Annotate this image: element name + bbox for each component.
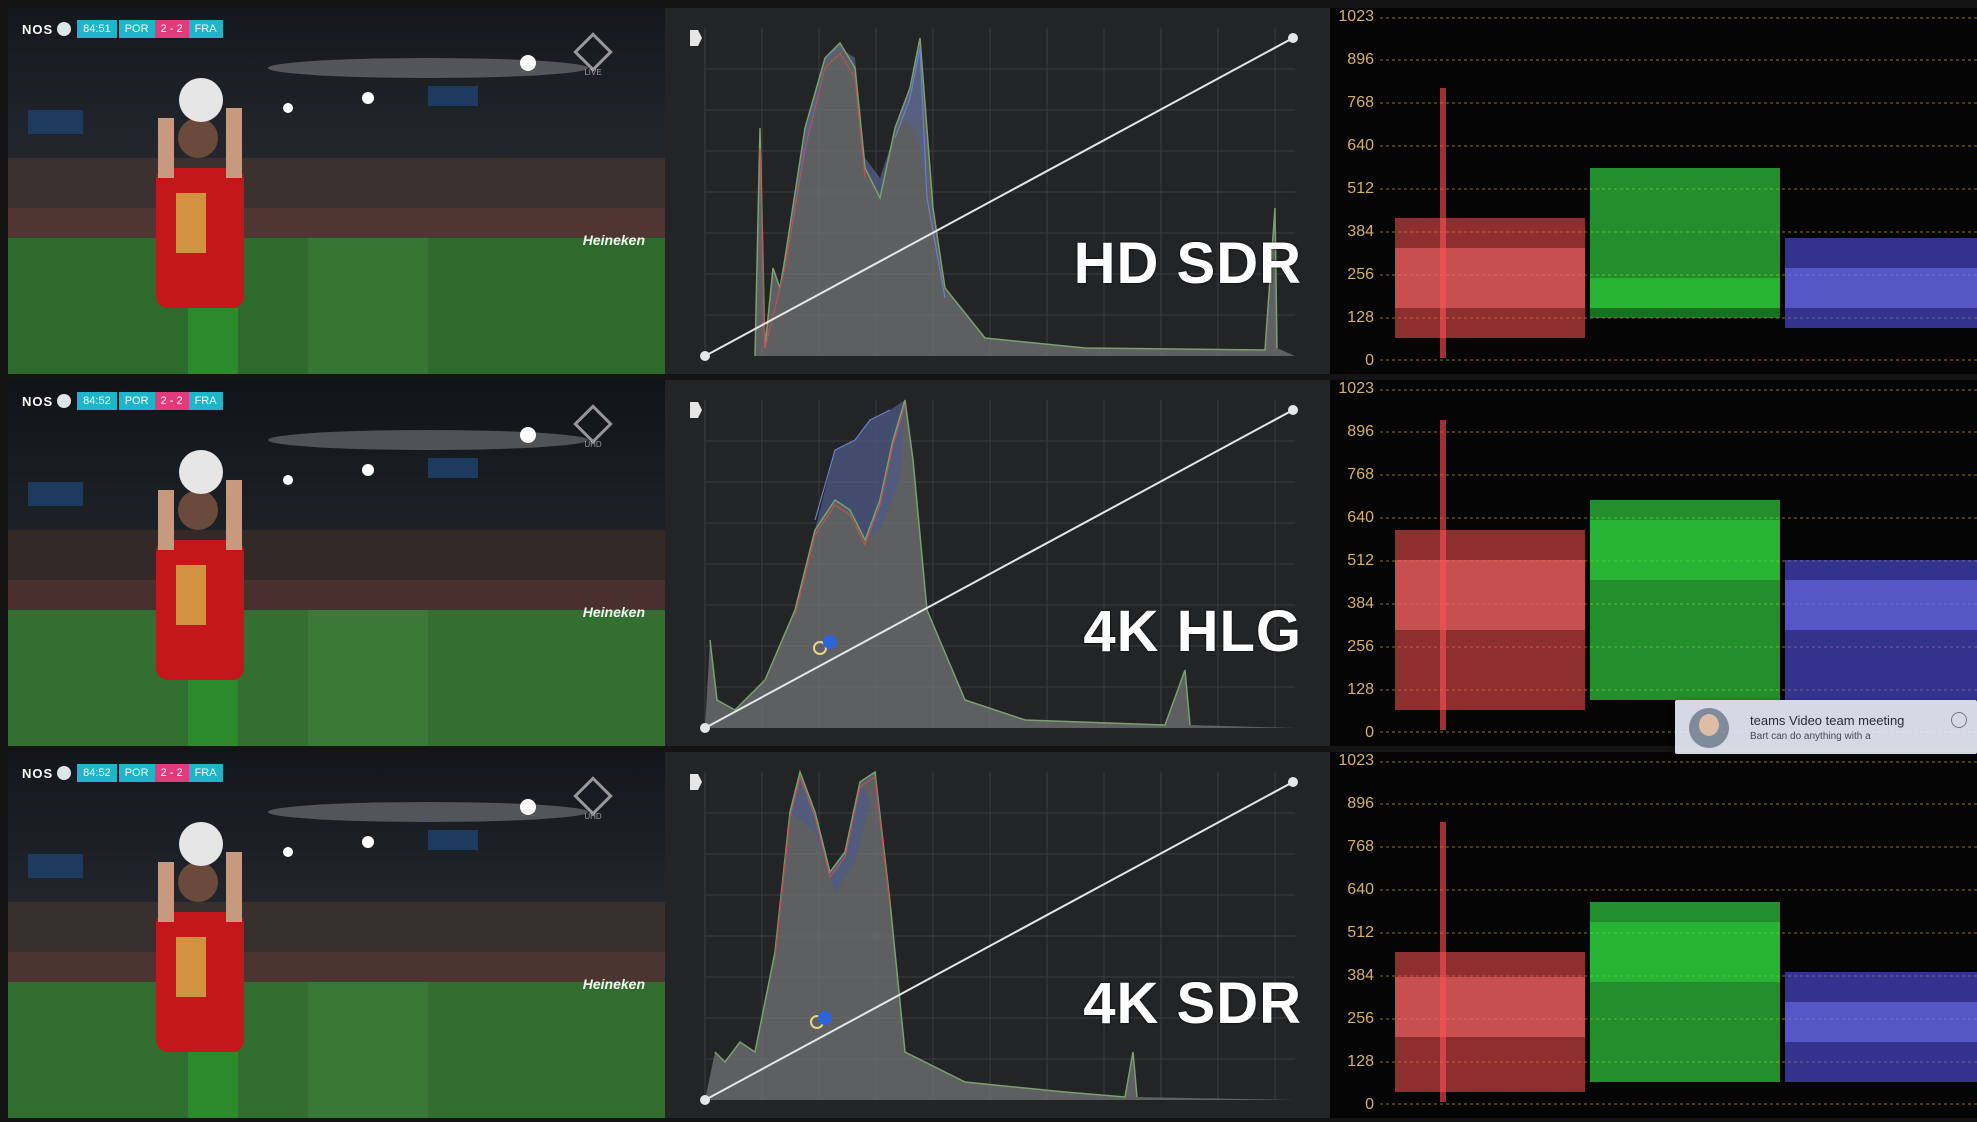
scale-label-0: 0 — [1365, 1096, 1374, 1113]
histogram-chart — [690, 399, 1298, 733]
histogram-curve-panel-4k-sdr: 4K SDR — [665, 752, 1330, 1119]
meeting-notification[interactable]: teams Video team meeting Bart can do any… — [1675, 700, 1977, 754]
video-frame-4k-hlg: NOS 84:52 POR 2 - 2 FRA UHD Heineken — [8, 380, 665, 746]
panel-label: 4K HLG — [1083, 599, 1302, 664]
score: 2 - 2 — [154, 764, 189, 782]
stadium-board-text: Heineken — [582, 232, 645, 248]
rgb-parade-4k-sdr: 1023 896 768 640 512 384 256 128 0 — [1330, 752, 1977, 1118]
rgb-parade-hd-sdr: 1023 896 768 640 512 384 256 128 0 — [1330, 8, 1977, 374]
scorebug: NOS 84:52 POR 2 - 2 FRA — [22, 392, 223, 410]
video-frame-hd-sdr: NOS 84:51 POR 2 - 2 FRA LIVE Heineken — [8, 8, 665, 374]
parade-scope — [1380, 17, 1977, 361]
scale-label-512: 512 — [1347, 180, 1374, 197]
match-clock: 84:52 — [77, 392, 117, 410]
watermark-label: UHD — [584, 812, 602, 821]
scale-label-512: 512 — [1347, 552, 1374, 569]
team-away: FRA — [188, 20, 223, 38]
rgb-parade-4k-hlg: 1023 896 768 640 512 384 256 128 0 — [1330, 380, 1977, 746]
scale-label-640: 640 — [1347, 137, 1374, 154]
chat-icon[interactable] — [1951, 712, 1967, 728]
panel-label: 4K SDR — [1083, 971, 1302, 1036]
channel-logo: NOS — [22, 393, 54, 409]
scale-label-256: 256 — [1347, 638, 1374, 655]
stadium-board-text: Heineken — [582, 976, 645, 992]
notification-body: Bart can do anything with a — [1750, 731, 1871, 742]
channel-logo: NOS — [22, 765, 54, 781]
histogram-curve-panel-4k-hlg: 4K HLG — [665, 380, 1330, 747]
watermark-icon — [573, 32, 613, 72]
team-away: FRA — [188, 392, 223, 410]
scale-label-512: 512 — [1347, 924, 1374, 941]
score: 2 - 2 — [154, 20, 189, 38]
notification-title: teams Video team meeting — [1750, 713, 1905, 728]
team-away: FRA — [188, 764, 223, 782]
tournament-icon — [57, 22, 72, 36]
scale-label-256: 256 — [1347, 266, 1374, 283]
scale-label-640: 640 — [1347, 881, 1374, 898]
histogram-chart — [690, 769, 1298, 1105]
scale-label-768: 768 — [1347, 466, 1374, 483]
panel-label: HD SDR — [1073, 231, 1302, 296]
avatar — [1689, 708, 1729, 748]
watermark-icon — [573, 776, 613, 816]
watermark-icon — [573, 404, 613, 444]
scorebug: NOS 84:52 POR 2 - 2 FRA — [22, 764, 223, 782]
scale-label-640: 640 — [1347, 509, 1374, 526]
histogram-chart — [690, 28, 1298, 361]
scale-label-768: 768 — [1347, 838, 1374, 855]
scale-label-128: 128 — [1347, 681, 1374, 698]
scale-label-384: 384 — [1347, 967, 1374, 984]
channel-watermark: LIVE — [573, 32, 613, 77]
scale-label-896: 896 — [1347, 423, 1374, 440]
match-clock: 84:52 — [77, 764, 117, 782]
channel-logo: NOS — [22, 21, 54, 37]
watermark-label: LIVE — [584, 68, 602, 77]
scale-label-0: 0 — [1365, 352, 1374, 369]
parade-scope — [1380, 389, 1977, 733]
team-home: POR — [118, 20, 155, 38]
score: 2 - 2 — [154, 392, 189, 410]
scale-label-384: 384 — [1347, 223, 1374, 240]
tournament-icon — [57, 394, 72, 408]
stadium-board-text: Heineken — [582, 604, 645, 620]
parade-scope — [1380, 761, 1977, 1105]
scale-label-1023: 1023 — [1338, 752, 1374, 769]
channel-watermark: UHD — [573, 404, 613, 449]
scale-label-0: 0 — [1365, 724, 1374, 741]
scale-label-128: 128 — [1347, 309, 1374, 326]
scale-label-768: 768 — [1347, 94, 1374, 111]
scorebug: NOS 84:51 POR 2 - 2 FRA — [22, 20, 223, 38]
match-clock: 84:51 — [77, 20, 117, 38]
video-image — [8, 380, 665, 746]
histogram-curve-panel-hd-sdr: HD SDR — [665, 8, 1330, 375]
scale-label-256: 256 — [1347, 1010, 1374, 1027]
scale-label-384: 384 — [1347, 595, 1374, 612]
scale-label-896: 896 — [1347, 795, 1374, 812]
scale-label-1023: 1023 — [1338, 8, 1374, 25]
tournament-icon — [57, 766, 72, 780]
video-frame-4k-sdr: NOS 84:52 POR 2 - 2 FRA UHD Heineken — [8, 752, 665, 1118]
team-home: POR — [118, 764, 155, 782]
watermark-label: UHD — [584, 440, 602, 449]
video-image — [8, 752, 665, 1118]
channel-watermark: UHD — [573, 776, 613, 821]
team-home: POR — [118, 392, 155, 410]
scale-label-1023: 1023 — [1338, 380, 1374, 397]
scale-label-896: 896 — [1347, 51, 1374, 68]
video-image — [8, 8, 665, 374]
scale-label-128: 128 — [1347, 1053, 1374, 1070]
